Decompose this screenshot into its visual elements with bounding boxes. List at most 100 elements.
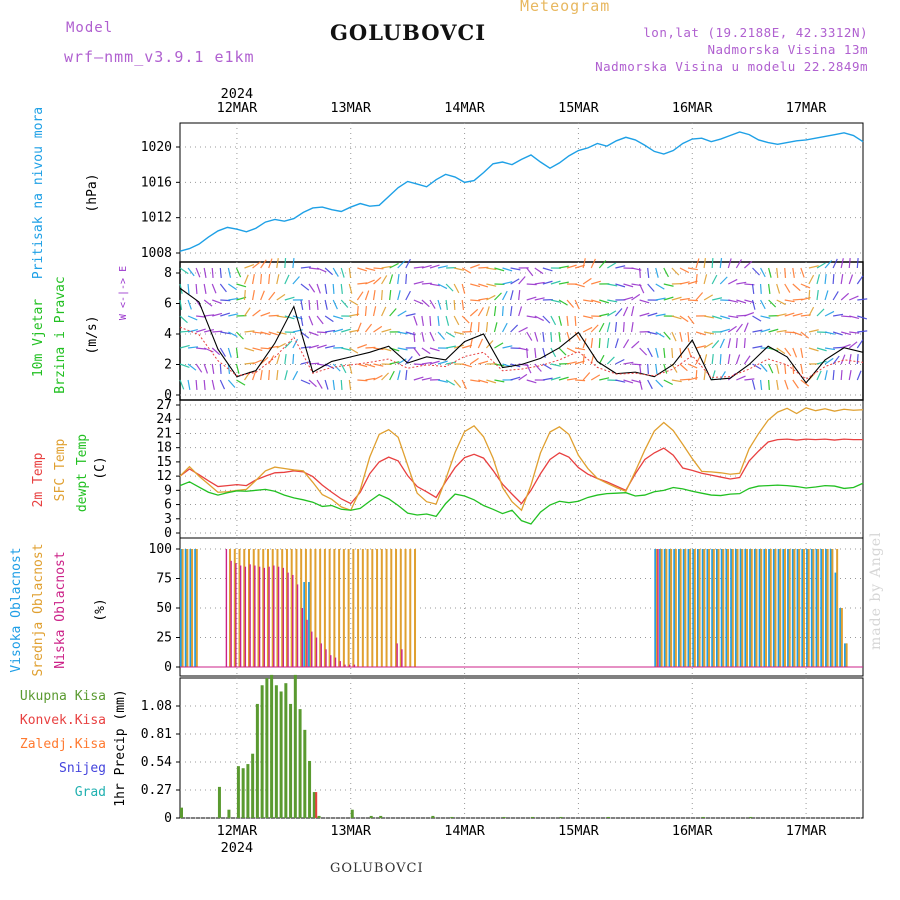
wind-arrow bbox=[308, 344, 319, 349]
wind-arrow bbox=[187, 379, 191, 390]
wind-arrow bbox=[784, 267, 787, 279]
wind-arrow bbox=[566, 299, 575, 308]
y-tick-label: 12 bbox=[156, 469, 172, 484]
wind-arrow bbox=[824, 347, 836, 351]
wind-arrow bbox=[840, 369, 843, 381]
top-day-label: 17MAR bbox=[786, 100, 828, 116]
wind-arrow bbox=[614, 321, 618, 333]
wind-arrow bbox=[349, 347, 359, 354]
wind-arrow bbox=[824, 310, 835, 317]
bottom-day-label: 13MAR bbox=[330, 823, 372, 839]
wind-arrow bbox=[413, 347, 421, 357]
wind-arrow bbox=[574, 347, 586, 351]
precip-unit-label: 1hr Precip (mm) bbox=[113, 689, 128, 806]
cloud-bar bbox=[801, 549, 805, 667]
precip-bar bbox=[312, 792, 316, 818]
y-tick-label: 2 bbox=[164, 358, 172, 373]
y-tick-label: 6 bbox=[164, 297, 172, 312]
wind-arrow bbox=[454, 331, 465, 335]
wind-arrow bbox=[856, 275, 864, 285]
wind-arrow bbox=[236, 379, 246, 386]
bottom-day-label: 14MAR bbox=[444, 823, 486, 839]
cloud-bar bbox=[238, 549, 241, 667]
wind-arrow bbox=[349, 299, 359, 306]
cloud-bar bbox=[323, 549, 326, 667]
wind-arrow bbox=[752, 315, 762, 322]
wind-arrow bbox=[437, 283, 448, 290]
cloud-bar bbox=[806, 549, 810, 667]
wind-arrow bbox=[486, 283, 497, 287]
wind-arrow bbox=[558, 299, 568, 306]
wind-arrow bbox=[841, 331, 851, 336]
wind-arrow bbox=[486, 379, 497, 384]
wind-arrow bbox=[526, 347, 529, 359]
wind-arrow bbox=[840, 354, 846, 365]
wind-arrow bbox=[583, 315, 594, 319]
wind-arrow bbox=[203, 267, 207, 278]
wind-arrow bbox=[816, 308, 825, 317]
wind-arrow bbox=[260, 331, 271, 336]
wind-arrow bbox=[429, 299, 436, 309]
wind-arrow bbox=[768, 267, 772, 278]
wind-arrow bbox=[776, 379, 779, 390]
wind-arrow bbox=[437, 265, 448, 269]
wind-arrow bbox=[614, 338, 619, 349]
wind-arrow bbox=[784, 283, 791, 293]
wind-arrow bbox=[736, 375, 746, 381]
wind-arrow bbox=[720, 328, 730, 333]
wind-arrow bbox=[389, 370, 395, 381]
cloud-bar bbox=[314, 549, 317, 667]
wind-arrow bbox=[856, 353, 859, 365]
wind-arrow bbox=[348, 283, 353, 294]
wind-arrow bbox=[800, 379, 810, 387]
cloud-bar bbox=[328, 549, 331, 667]
wind-arrow bbox=[550, 376, 561, 381]
wind-arrow bbox=[727, 338, 731, 349]
wind-arrow bbox=[534, 347, 537, 359]
cloud-bar bbox=[300, 549, 303, 667]
wind-arrow bbox=[751, 299, 756, 310]
precip-bar bbox=[246, 764, 250, 818]
precip-bar bbox=[530, 816, 534, 818]
cloud-bar bbox=[180, 549, 183, 667]
wind-arrow bbox=[251, 274, 255, 285]
precip-bar bbox=[227, 809, 231, 818]
wind-arrow bbox=[357, 267, 368, 272]
precip-legend-item: Snijeg bbox=[59, 761, 106, 776]
wind-arrow bbox=[510, 267, 521, 271]
wind-arrow bbox=[856, 370, 862, 381]
precip-bar bbox=[270, 674, 274, 818]
wind-arrow bbox=[373, 267, 384, 270]
cloud-bar bbox=[401, 649, 403, 667]
wind-arrow bbox=[849, 315, 860, 319]
cloud-bar bbox=[189, 549, 193, 667]
cloud-bar bbox=[741, 549, 744, 667]
wind-arrow bbox=[220, 331, 231, 335]
wind-arrow bbox=[703, 294, 714, 301]
wind-arrow bbox=[736, 281, 747, 285]
wind-arrow bbox=[340, 363, 347, 374]
wind-arrow bbox=[485, 321, 489, 333]
wind-arrow bbox=[389, 289, 392, 301]
y-tick-label: 27 bbox=[156, 398, 172, 413]
cloud-bar bbox=[268, 566, 270, 667]
cloud-bar bbox=[225, 549, 228, 667]
wind-arrow bbox=[566, 361, 577, 365]
wind-arrow bbox=[195, 283, 198, 295]
wind-arrow bbox=[663, 331, 671, 340]
wind-arrow bbox=[534, 297, 545, 301]
wind-arrow bbox=[776, 363, 780, 374]
wind-arrow bbox=[607, 262, 617, 269]
wind-arrow bbox=[470, 264, 480, 269]
cloud-bar bbox=[409, 549, 412, 667]
wind-arrow bbox=[615, 283, 626, 288]
wind-arrow bbox=[276, 274, 280, 285]
wind-arrow bbox=[284, 296, 295, 301]
wind-arrow bbox=[461, 267, 472, 274]
wind-arrow bbox=[397, 358, 407, 365]
wind-arrow bbox=[776, 267, 779, 279]
wind-arrow bbox=[808, 274, 815, 285]
wind-arrow bbox=[542, 315, 551, 324]
cloud-bar bbox=[404, 549, 407, 667]
wind-arrow bbox=[477, 321, 480, 333]
